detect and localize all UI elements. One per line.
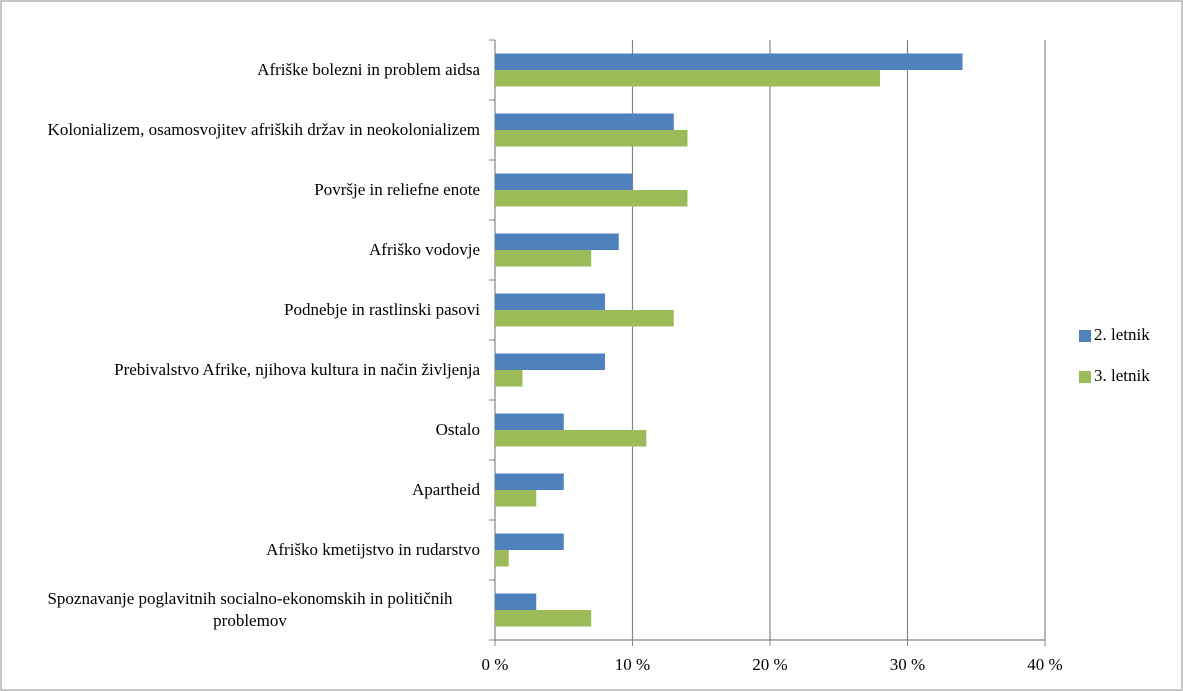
category-text: Spoznavanje poglavitnih socialno-ekonoms… — [47, 589, 453, 630]
x-tick-label: 40 % — [1027, 655, 1062, 674]
bar — [495, 533, 564, 550]
bar — [495, 490, 537, 507]
bar — [495, 113, 674, 130]
bar — [495, 293, 605, 310]
legend-swatch — [1079, 330, 1091, 342]
bar — [495, 233, 619, 250]
bar — [495, 353, 605, 370]
category-text: Ostalo — [435, 420, 480, 439]
x-tick-label: 20 % — [752, 655, 787, 674]
category-text: Afriško vodovje — [369, 240, 480, 259]
y-tick-label: Površje in reliefne enote — [12, 179, 480, 201]
category-text: Prebivalstvo Afrike, njihova kultura in … — [114, 360, 480, 379]
bar — [495, 130, 688, 147]
y-tick-label: Ostalo — [12, 419, 480, 441]
bar — [495, 70, 880, 87]
bar — [495, 190, 688, 207]
legend-label: 2. letnik — [1094, 325, 1150, 344]
x-tick-label: 30 % — [890, 655, 925, 674]
legend-swatch — [1079, 371, 1091, 383]
category-text: Apartheid — [412, 480, 480, 499]
category-text: Kolonializem, osamosvojitev afriških drž… — [47, 120, 480, 139]
bar — [495, 430, 647, 447]
bar — [495, 593, 537, 610]
y-tick-label: Kolonializem, osamosvojitev afriških drž… — [12, 119, 480, 141]
bar — [495, 550, 509, 567]
bar — [495, 173, 633, 190]
x-tick-label: 10 % — [615, 655, 650, 674]
bar — [495, 53, 963, 70]
y-tick-label: Podnebje in rastlinski pasovi — [12, 299, 480, 321]
y-tick-label: Afriško kmetijstvo in rudarstvo — [12, 539, 480, 561]
legend-label: 3. letnik — [1094, 366, 1150, 385]
y-tick-label: Prebivalstvo Afrike, njihova kultura in … — [12, 359, 480, 381]
y-tick-label: Spoznavanje poglavitnih socialno-ekonoms… — [12, 588, 480, 632]
category-text: Podnebje in rastlinski pasovi — [284, 300, 480, 319]
bar — [495, 610, 592, 627]
bar — [495, 250, 592, 267]
category-text: Površje in reliefne enote — [314, 180, 480, 199]
x-tick-label: 0 % — [482, 655, 509, 674]
bar — [495, 370, 523, 387]
bar — [495, 310, 674, 327]
bar — [495, 473, 564, 490]
y-tick-label: Afriške bolezni in problem aidsa — [12, 59, 480, 81]
y-tick-label: Apartheid — [12, 479, 480, 501]
bar — [495, 413, 564, 430]
category-text: Afriško kmetijstvo in rudarstvo — [266, 540, 480, 559]
category-text: Afriške bolezni in problem aidsa — [257, 60, 480, 79]
y-tick-label: Afriško vodovje — [12, 239, 480, 261]
